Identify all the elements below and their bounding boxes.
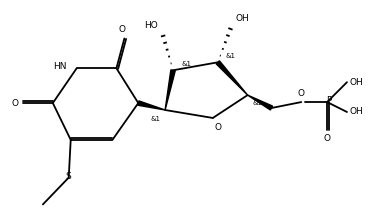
Polygon shape xyxy=(138,101,165,110)
Text: &1: &1 xyxy=(226,53,236,59)
Text: S: S xyxy=(66,172,72,181)
Text: HO: HO xyxy=(144,21,158,29)
Text: O: O xyxy=(298,89,305,98)
Text: P: P xyxy=(326,96,332,105)
Text: O: O xyxy=(215,123,222,132)
Text: &1: &1 xyxy=(181,61,191,67)
Text: O: O xyxy=(11,99,18,107)
Text: O: O xyxy=(323,134,330,143)
Text: &1: &1 xyxy=(150,116,160,122)
Text: OH: OH xyxy=(350,107,364,116)
Text: O: O xyxy=(119,25,126,35)
Text: OH: OH xyxy=(350,78,364,87)
Polygon shape xyxy=(216,61,248,95)
Polygon shape xyxy=(248,95,273,110)
Text: OH: OH xyxy=(236,14,250,23)
Polygon shape xyxy=(165,70,175,110)
Text: HN: HN xyxy=(53,62,67,71)
Text: &1: &1 xyxy=(252,100,263,106)
